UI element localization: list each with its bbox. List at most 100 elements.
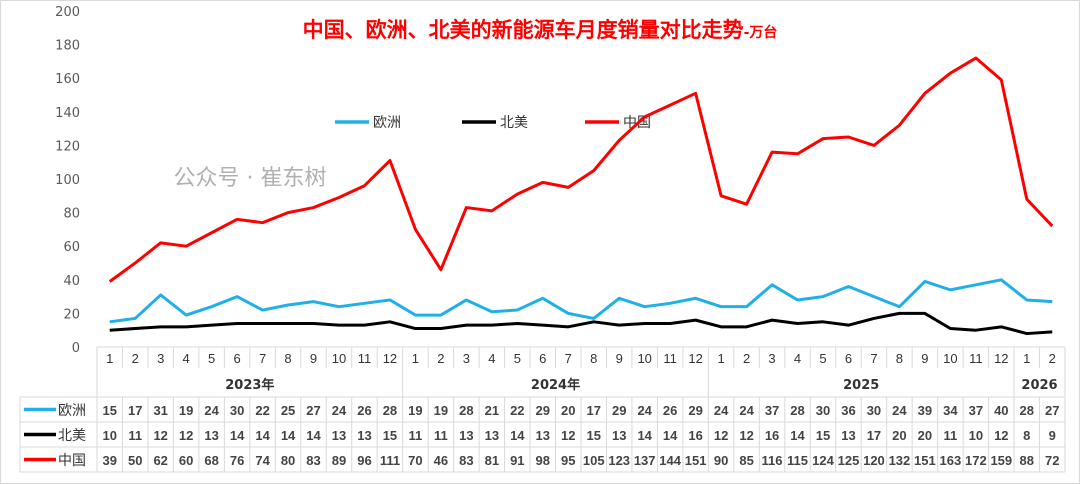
- table-cell: 14: [663, 428, 678, 443]
- month-label: 3: [157, 351, 164, 366]
- table-cell: 14: [510, 428, 525, 443]
- month-label: 1: [412, 351, 419, 366]
- year-label: 2026: [1021, 378, 1057, 393]
- chart-title: 中国、欧洲、北美的新能源车月度销量对比走势-万台: [303, 18, 778, 42]
- table-cell: 39: [103, 453, 117, 468]
- table-cell: 12: [179, 428, 193, 443]
- table-cell: 120: [863, 453, 885, 468]
- y-tick-label: 140: [55, 106, 80, 121]
- table-cell: 95: [561, 453, 575, 468]
- table-series-label: 中国: [58, 453, 86, 469]
- month-label: 7: [259, 351, 266, 366]
- table-cell: 76: [230, 453, 244, 468]
- y-tick-label: 60: [63, 240, 80, 255]
- year-label: 2023年: [225, 377, 274, 393]
- y-tick-label: 160: [55, 72, 80, 87]
- table-cell: 50: [128, 453, 142, 468]
- table-cell: 74: [255, 453, 270, 468]
- table-cell: 28: [790, 403, 804, 418]
- table-cell: 116: [762, 453, 783, 468]
- table-cell: 115: [787, 453, 808, 468]
- year-label: 2024年: [531, 377, 580, 393]
- table-cell: 25: [281, 403, 295, 418]
- table-cell: 12: [561, 428, 575, 443]
- table-cell: 13: [357, 428, 371, 443]
- month-label: 4: [488, 351, 495, 366]
- table-cell: 12: [739, 428, 753, 443]
- year-label: 2025: [843, 378, 879, 393]
- table-cell: 11: [434, 428, 448, 443]
- title-unit: -万台: [744, 24, 778, 41]
- table-cell: 62: [153, 453, 167, 468]
- table-cell: 8: [1023, 428, 1030, 443]
- table-cell: 29: [612, 403, 626, 418]
- month-label: 11: [663, 351, 677, 366]
- series-line-2: [108, 56, 1054, 283]
- table-cell: 11: [943, 428, 957, 443]
- y-tick-label: 100: [55, 173, 80, 188]
- month-label: 1: [1023, 351, 1030, 366]
- table-cell: 88: [1020, 453, 1034, 468]
- table-cell: 172: [965, 453, 987, 468]
- month-label: 11: [969, 351, 983, 366]
- legend-label: 北美: [500, 115, 528, 131]
- table-cell: 13: [485, 428, 499, 443]
- table-cell: 90: [714, 453, 728, 468]
- y-tick-label: 80: [63, 207, 80, 222]
- table-cell: 22: [510, 403, 524, 418]
- table-cell: 36: [841, 403, 855, 418]
- table-cell: 60: [179, 453, 193, 468]
- table-cell: 83: [306, 453, 320, 468]
- table-cell: 80: [281, 453, 295, 468]
- table-cell: 17: [128, 403, 142, 418]
- month-label: 2: [743, 351, 750, 366]
- table-series-label: 欧洲: [58, 403, 86, 419]
- month-label: 8: [284, 351, 291, 366]
- table-cell: 27: [1045, 403, 1059, 418]
- table-cell: 20: [918, 428, 932, 443]
- table-cell: 124: [812, 453, 834, 468]
- table-cell: 91: [510, 453, 524, 468]
- table-cell: 27: [306, 403, 320, 418]
- table-cell: 24: [332, 403, 347, 418]
- y-tick-label: 0: [72, 341, 80, 356]
- month-label: 12: [688, 351, 702, 366]
- table-cell: 68: [204, 453, 218, 468]
- y-tick-label: 180: [55, 39, 80, 54]
- table-cell: 26: [357, 403, 371, 418]
- table-cell: 20: [561, 403, 575, 418]
- table-cell: 163: [940, 453, 962, 468]
- table-cell: 17: [867, 428, 881, 443]
- table-cell: 11: [128, 428, 142, 443]
- table-cell: 144: [659, 453, 681, 468]
- table-cell: 16: [688, 428, 702, 443]
- table-cell: 123: [608, 453, 630, 468]
- table-cell: 10: [103, 428, 117, 443]
- table-cell: 14: [790, 428, 805, 443]
- table-cell: 11: [409, 428, 423, 443]
- table-cell: 37: [765, 403, 779, 418]
- table-cell: 132: [889, 453, 911, 468]
- table-cell: 24: [637, 403, 652, 418]
- table-cell: 28: [383, 403, 397, 418]
- table-cell: 13: [332, 428, 346, 443]
- month-label: 10: [637, 351, 651, 366]
- month-label: 2: [1049, 351, 1056, 366]
- table-cell: 24: [714, 403, 729, 418]
- month-label: 2: [132, 351, 139, 366]
- table-cell: 28: [459, 403, 473, 418]
- y-tick-label: 40: [63, 274, 80, 289]
- table-cell: 29: [536, 403, 550, 418]
- month-label: 7: [870, 351, 877, 366]
- series-line-0: [109, 278, 1053, 324]
- month-label: 6: [539, 351, 546, 366]
- month-label: 2: [437, 351, 444, 366]
- month-label: 6: [845, 351, 852, 366]
- y-tick-label: 120: [55, 139, 80, 154]
- table-cell: 151: [914, 453, 936, 468]
- table-cell: 15: [103, 403, 117, 418]
- table-cell: 46: [434, 453, 448, 468]
- table-cell: 14: [306, 428, 321, 443]
- table-cell: 14: [637, 428, 652, 443]
